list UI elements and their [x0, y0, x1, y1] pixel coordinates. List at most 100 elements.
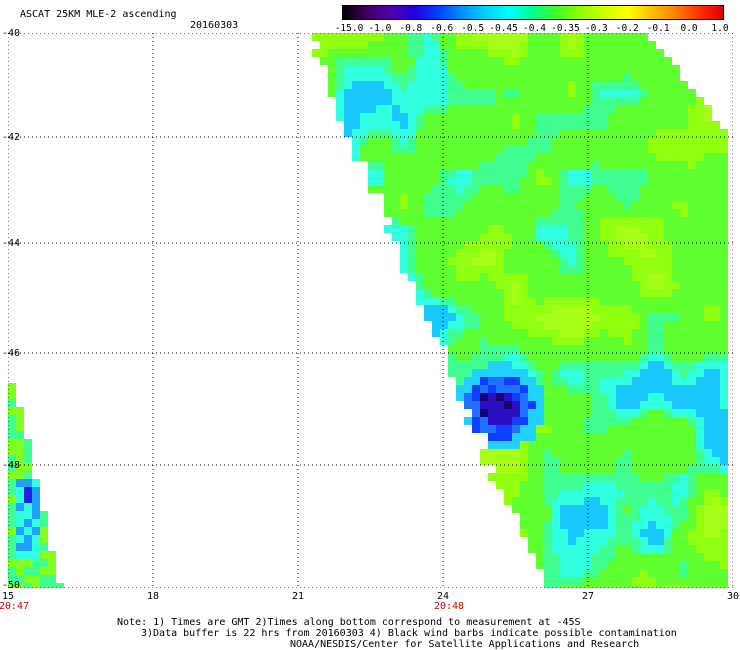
wind-cell: [552, 49, 560, 57]
wind-cell: [632, 529, 640, 537]
wind-cell: [16, 447, 24, 455]
wind-cell: [16, 583, 24, 588]
wind-cell: [40, 535, 48, 543]
wind-cell: [648, 417, 656, 425]
wind-cell: [608, 361, 616, 369]
wind-cell: [504, 105, 512, 113]
wind-cell: [512, 177, 520, 185]
wind-cell: [608, 433, 616, 441]
wind-cell: [552, 225, 560, 233]
wind-cell: [696, 393, 704, 401]
wind-cell: [712, 289, 720, 297]
wind-cell: [432, 41, 440, 49]
wind-cell: [552, 513, 560, 521]
wind-cell: [688, 377, 696, 385]
wind-cell: [568, 345, 576, 353]
wind-cell: [560, 337, 568, 345]
wind-cell: [688, 281, 696, 289]
wind-cell: [592, 369, 600, 377]
wind-cell: [552, 537, 560, 545]
wind-cell: [680, 81, 688, 89]
wind-cell: [576, 465, 584, 473]
wind-cell: [560, 233, 568, 241]
wind-cell: [624, 585, 632, 588]
wind-cell: [480, 89, 488, 97]
wind-cell: [616, 105, 624, 113]
wind-cell: [536, 553, 544, 561]
wind-cell: [648, 433, 656, 441]
wind-cell: [536, 249, 544, 257]
wind-cell: [680, 537, 688, 545]
wind-cell: [416, 185, 424, 193]
wind-cell: [456, 337, 464, 345]
wind-cell: [480, 305, 488, 313]
wind-cell: [632, 433, 640, 441]
wind-cell: [664, 257, 672, 265]
lon-tick-label: 15: [1, 591, 15, 602]
wind-cell: [640, 577, 648, 585]
wind-cell: [560, 57, 568, 65]
wind-cell: [504, 185, 512, 193]
wind-cell: [640, 449, 648, 457]
wind-cell: [624, 465, 632, 473]
wind-cell: [488, 81, 496, 89]
wind-cell: [576, 433, 584, 441]
wind-cell: [8, 391, 16, 399]
wind-cell: [688, 481, 696, 489]
wind-cell: [568, 497, 576, 505]
wind-cell: [488, 153, 496, 161]
wind-cell: [520, 513, 528, 521]
wind-cell: [464, 353, 472, 361]
wind-cell: [632, 449, 640, 457]
wind-cell: [720, 441, 728, 449]
wind-cell: [456, 225, 464, 233]
wind-cell: [672, 233, 680, 241]
wind-cell: [680, 217, 688, 225]
wind-cell: [640, 265, 648, 273]
wind-cell: [552, 321, 560, 329]
wind-cell: [640, 409, 648, 417]
wind-cell: [544, 145, 552, 153]
wind-cell: [416, 145, 424, 153]
wind-cell: [672, 161, 680, 169]
wind-cell: [496, 449, 504, 457]
wind-cell: [656, 129, 664, 137]
wind-cell: [616, 321, 624, 329]
wind-cell: [592, 121, 600, 129]
wind-cell: [504, 433, 512, 441]
wind-cell: [616, 129, 624, 137]
wind-cell: [24, 503, 32, 511]
wind-cell: [544, 401, 552, 409]
wind-cell: [672, 377, 680, 385]
wind-cell: [432, 57, 440, 65]
wind-cell: [440, 177, 448, 185]
wind-cell: [552, 57, 560, 65]
wind-cell: [640, 321, 648, 329]
wind-cell: [544, 33, 552, 41]
wind-cell: [488, 241, 496, 249]
wind-cell: [576, 153, 584, 161]
wind-cell: [712, 385, 720, 393]
wind-cell: [600, 177, 608, 185]
wind-cell: [560, 169, 568, 177]
wind-cell: [472, 73, 480, 81]
wind-cell: [552, 105, 560, 113]
wind-cell: [440, 49, 448, 57]
wind-cell: [520, 313, 528, 321]
wind-cell: [640, 193, 648, 201]
wind-cell: [384, 89, 392, 97]
wind-cell: [568, 81, 576, 89]
wind-cell: [496, 377, 504, 385]
wind-cell: [664, 561, 672, 569]
colorbar-label: -0.35: [551, 23, 580, 34]
wind-cell: [488, 49, 496, 57]
wind-cell: [488, 345, 496, 353]
wind-cell: [440, 217, 448, 225]
wind-cell: [480, 145, 488, 153]
wind-cell: [592, 321, 600, 329]
wind-cell: [656, 89, 664, 97]
wind-cell: [480, 393, 488, 401]
wind-cell: [600, 577, 608, 585]
wind-cell: [616, 505, 624, 513]
wind-cell: [464, 329, 472, 337]
